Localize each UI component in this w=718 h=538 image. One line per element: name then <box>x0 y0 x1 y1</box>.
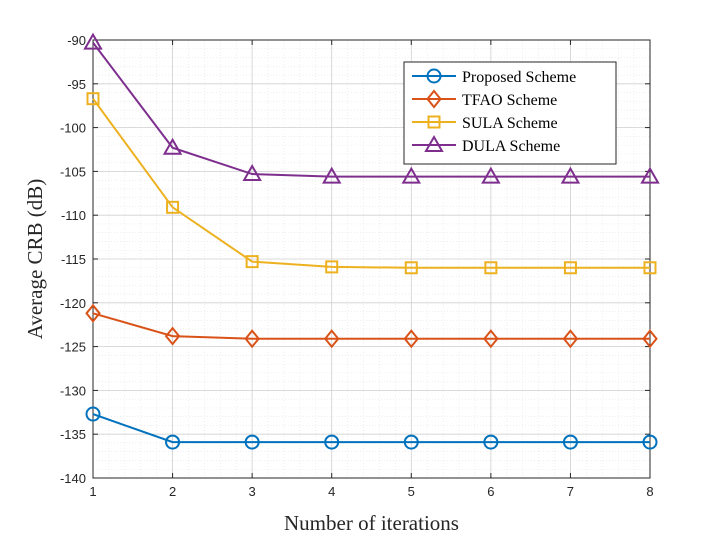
data-point-proposed-scheme <box>403 434 419 450</box>
data-point-tfao-scheme <box>642 329 658 349</box>
data-point-dula-scheme <box>481 166 501 184</box>
data-point-sula-scheme <box>484 261 498 275</box>
series-line-dula-scheme <box>92 42 650 178</box>
data-point-dula-scheme <box>321 166 342 184</box>
data-point-sula-scheme <box>325 260 339 274</box>
y-tick-label: -120 <box>60 296 86 311</box>
series-line-sula-scheme <box>92 98 650 269</box>
series-sula-scheme <box>86 92 657 275</box>
legend-label-dula-scheme: DULA Scheme <box>462 138 560 155</box>
data-point-dula-scheme <box>162 137 183 155</box>
legend-marker-dula-scheme <box>424 134 444 152</box>
data-point-proposed-scheme <box>85 406 101 422</box>
x-tick-label: 8 <box>646 484 653 499</box>
data-point-tfao-scheme <box>483 329 499 349</box>
y-tick-label: -100 <box>60 121 86 136</box>
data-point-sula-scheme <box>245 255 259 269</box>
data-point-proposed-scheme <box>642 434 658 450</box>
x-tick-label: 3 <box>249 484 256 499</box>
data-point-sula-scheme <box>643 261 657 275</box>
data-point-sula-scheme <box>166 200 180 214</box>
data-point-tfao-scheme <box>85 303 101 323</box>
data-point-tfao-scheme <box>562 329 579 349</box>
x-tick-label: 6 <box>487 484 494 499</box>
y-tick-label: -105 <box>60 164 86 179</box>
y-tick-label: -125 <box>60 340 86 355</box>
y-tick-label: -140 <box>60 471 86 486</box>
y-tick-label: -130 <box>60 383 86 398</box>
series-tfao-scheme <box>85 303 658 349</box>
legend-marker-tfao-scheme <box>426 89 442 109</box>
data-point-proposed-scheme <box>244 434 260 450</box>
series-proposed-scheme <box>85 406 658 450</box>
data-point-tfao-scheme <box>244 329 260 349</box>
x-axis-label: Number of iterations <box>284 511 459 535</box>
data-point-dula-scheme <box>83 32 103 50</box>
data-point-proposed-scheme <box>165 434 181 450</box>
legend-label-sula-scheme: SULA Scheme <box>462 115 558 132</box>
x-tick-label: 1 <box>89 484 96 499</box>
data-point-sula-scheme <box>86 92 100 106</box>
x-tick-label: 5 <box>408 484 415 499</box>
legend-marker-proposed-scheme <box>426 68 442 84</box>
series-line-tfao-scheme <box>92 312 650 340</box>
data-point-dula-scheme <box>640 166 660 184</box>
x-tick-label: 4 <box>328 484 335 499</box>
y-tick-label: -110 <box>61 208 86 223</box>
series-layer <box>83 32 660 450</box>
y-tick-label: -115 <box>61 252 86 267</box>
y-tick-label: -95 <box>67 77 86 92</box>
data-point-sula-scheme <box>404 261 418 275</box>
data-point-tfao-scheme <box>323 329 340 349</box>
data-point-dula-scheme <box>560 166 581 184</box>
data-point-dula-scheme <box>242 164 262 182</box>
legend-marker-sula-scheme <box>427 115 441 129</box>
data-point-tfao-scheme <box>403 329 420 349</box>
series-dula-scheme <box>83 32 660 184</box>
data-point-proposed-scheme <box>324 434 340 450</box>
data-point-tfao-scheme <box>164 326 181 346</box>
data-point-sula-scheme <box>563 261 577 275</box>
series-line-proposed-scheme <box>92 413 650 444</box>
y-axis-label: Average CRB (dB) <box>23 179 47 340</box>
x-tick-label: 2 <box>169 484 176 499</box>
legend: Proposed Scheme TFAO Scheme SULA Scheme DUL… <box>403 61 617 165</box>
y-tick-label: -90 <box>67 33 86 48</box>
data-point-proposed-scheme <box>562 434 578 450</box>
y-tick-label: -135 <box>60 427 86 442</box>
axis-ticks: 1 2 3 4 5 6 7 8 -140 -135 -130 -125 -120 -115 -110 -105… <box>60 33 654 499</box>
data-point-proposed-scheme <box>483 434 499 450</box>
data-point-dula-scheme <box>401 166 422 184</box>
legend-label-proposed-scheme: Proposed Scheme <box>462 69 576 86</box>
x-tick-label: 7 <box>567 484 574 499</box>
legend-label-tfao-scheme: TFAO Scheme <box>462 92 557 109</box>
